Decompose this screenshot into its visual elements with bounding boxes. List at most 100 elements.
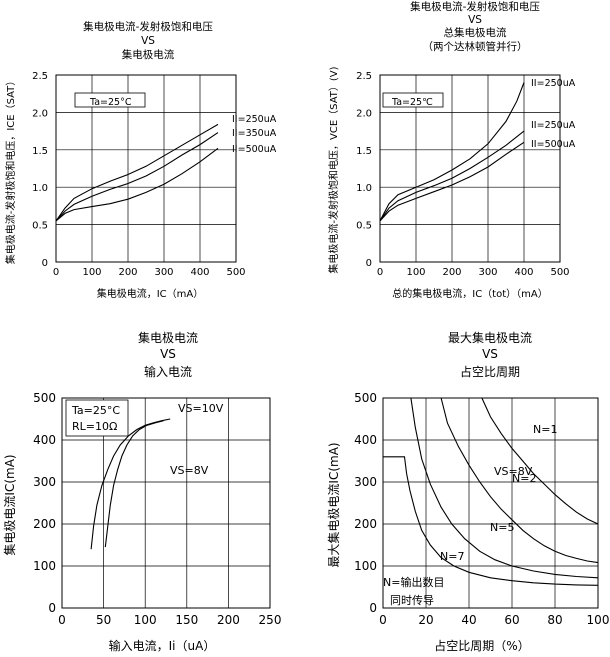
x-tick-label: 80 (547, 613, 562, 627)
chart-panel-c3: 集电极电流 VS 输入电流 0 50 100 150 200 250 0 100 200 300 400 5… (2, 330, 281, 653)
chart-title-line: VS (482, 347, 498, 361)
series-line (481, 397, 599, 525)
x-tick-label: 0 (379, 613, 387, 627)
y-tick-label: 1.5 (356, 146, 372, 157)
y-tick-label: 2.0 (32, 108, 48, 119)
chart-annotation: 同时传导 (390, 594, 434, 607)
series-label: N=1 (533, 423, 557, 436)
y-tick-label: 200 (33, 517, 56, 531)
y-tick-label: 300 (33, 475, 56, 489)
chart-annotation: Ta=25℃ (391, 97, 433, 108)
chart-annotation: Ta=25°C (89, 97, 132, 108)
chart-title-line: 集电极电流 (138, 330, 198, 345)
chart-title-line: VS (468, 14, 482, 26)
y-tick-label: 200 (354, 517, 377, 531)
x-tick-label: 300 (154, 267, 173, 278)
y-axis-label: 集电极电流-发射极饱和电压，VCE（SAT）(V) (327, 66, 340, 273)
chart-title-line: 总集电极电流 (444, 26, 507, 39)
y-tick-label: 100 (33, 559, 56, 573)
plot-frame (61, 397, 271, 609)
y-tick-label: 0 (42, 258, 48, 269)
chart-title-line: 占空比周期 (460, 364, 520, 379)
y-tick-label: 1.0 (356, 183, 372, 194)
series-line (104, 420, 164, 548)
x-tick-label: 400 (514, 267, 533, 278)
series-line (55, 132, 219, 222)
plot-frame (379, 74, 561, 263)
series-line (383, 456, 599, 586)
x-tick-label: 100 (587, 613, 610, 627)
series-label: N=7 (440, 550, 464, 563)
series-line (440, 397, 599, 564)
annotation-box (65, 399, 129, 437)
annotation-box (74, 92, 146, 108)
plot-frame (382, 397, 599, 609)
series-label: II=500uA (531, 139, 576, 150)
series-line (379, 82, 525, 222)
y-tick-label: 500 (33, 391, 56, 405)
y-tick-label: 0.5 (356, 221, 372, 232)
y-axis-label: 最大集电极电流IC(mA) (326, 442, 341, 567)
y-axis-label: 集电极电流IC(mA) (2, 454, 17, 555)
chart-annotation: VS=8V (494, 465, 533, 478)
y-tick-label: 400 (354, 433, 377, 447)
series-label: II=250uA (531, 120, 576, 131)
x-tick-label: 100 (406, 267, 425, 278)
series-label: II=500uA (232, 144, 277, 155)
chart-annotation: N=输出数目 (383, 575, 444, 589)
x-axis-label: 总的集电极电流，IC（tot）（mA） (392, 287, 547, 300)
chart-title-line: VS (160, 347, 176, 361)
x-tick-label: 100 (134, 613, 157, 627)
y-tick-label: 2.0 (356, 108, 372, 119)
chart-title-line: （两个达林顿管并行） (423, 40, 528, 53)
series-line (379, 141, 525, 222)
chart-title-line: 集电极电流 (122, 48, 175, 61)
x-tick-label: 400 (190, 267, 209, 278)
y-tick-label: 500 (354, 391, 377, 405)
chart-title-line: 输入电流 (144, 364, 192, 379)
x-tick-label: 300 (478, 267, 497, 278)
y-axis-label: 集电极电流-发射极饱和电压，ICE（SAT） (4, 76, 17, 265)
x-tick-label: 20 (418, 613, 433, 627)
x-tick-label: 0 (53, 267, 59, 278)
series-label: N=2 (512, 472, 536, 485)
y-tick-label: 0 (48, 601, 56, 615)
series-line (55, 123, 219, 222)
series-label: II=350uA (232, 128, 277, 139)
y-tick-label: 2.5 (356, 71, 372, 82)
x-tick-label: 500 (550, 267, 569, 278)
x-tick-label: 0 (377, 267, 383, 278)
y-tick-label: 0.5 (32, 221, 48, 232)
x-tick-label: 50 (96, 613, 111, 627)
x-tick-label: 0 (58, 613, 66, 627)
x-axis-label: 集电极电流，IC（mA） (97, 287, 204, 300)
plot-frame (55, 74, 237, 263)
series-label: II=250uA (232, 114, 277, 125)
x-tick-label: 100 (82, 267, 101, 278)
y-tick-label: 400 (33, 433, 56, 447)
annotation-box (382, 92, 444, 108)
series-label: VS=8V (170, 464, 209, 477)
chart-annotation: RL=10Ω (72, 420, 117, 433)
series-label: II=250uA (531, 78, 576, 89)
x-tick-label: 60 (504, 613, 519, 627)
y-tick-label: 0 (366, 258, 372, 269)
x-tick-label: 200 (118, 267, 137, 278)
chart-panel-c4: 最大集电极电流 VS 占空比周期 0 20 40 60 80 100 0 100 200 300 400 5… (326, 330, 609, 653)
chart-annotation: Ta=25°C (71, 404, 120, 417)
x-tick-label: 150 (175, 613, 198, 627)
chart-title-line: VS (141, 35, 155, 47)
y-tick-label: 1.0 (32, 183, 48, 194)
y-tick-label: 300 (354, 475, 377, 489)
chart-title-line: 最大集电极电流 (448, 330, 532, 345)
y-tick-label: 0 (369, 601, 377, 615)
x-axis-label: 占空比周期（%） (434, 638, 529, 653)
y-tick-label: 100 (354, 559, 377, 573)
x-axis-label: 输入电流，Ii（uA） (109, 638, 216, 653)
series-line (410, 397, 599, 579)
x-tick-label: 200 (217, 613, 240, 627)
series-label: N=5 (490, 521, 514, 534)
